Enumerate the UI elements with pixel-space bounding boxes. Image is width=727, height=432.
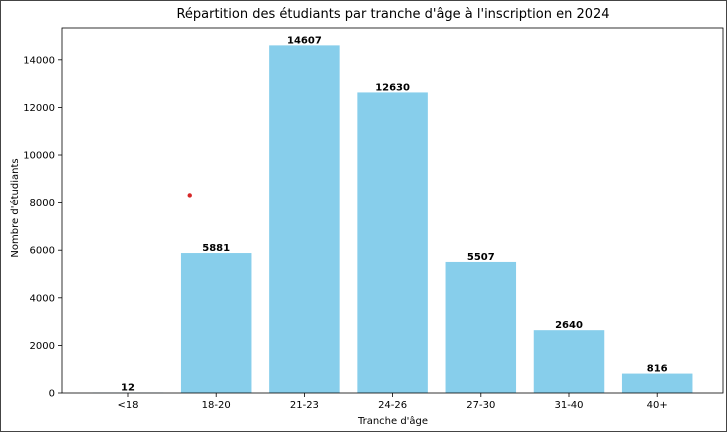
y-tick-label: 4000: [30, 293, 55, 304]
y-tick-label: 12000: [23, 103, 55, 114]
bar: [621, 373, 693, 393]
y-tick-label: 10000: [23, 151, 55, 162]
x-axis-label: Tranche d'âge: [357, 415, 428, 427]
red-marker-point: [187, 193, 192, 198]
bar-value-label: 14607: [287, 35, 322, 46]
bar-value-label: 5881: [202, 243, 230, 254]
x-tick-label: 21-23: [290, 400, 319, 411]
markers-group: [187, 193, 192, 198]
bar-value-label: 12: [121, 383, 135, 394]
y-axis-label: Nombre d'étudiants: [9, 158, 21, 257]
y-axis-ticks: 0 2000 4000 6000 8000 10000 12000 14000: [23, 55, 62, 400]
x-tick-label: 24-26: [378, 400, 407, 411]
x-tick-label: 18-20: [202, 400, 231, 411]
y-tick-label: 0: [49, 389, 55, 400]
bar: [269, 45, 340, 394]
bar: [533, 330, 605, 393]
bars-group: [92, 45, 693, 394]
x-tick-label: 31-40: [554, 400, 583, 411]
bar: [445, 261, 517, 393]
bar-value-label: 12630: [375, 82, 410, 93]
bar: [180, 253, 252, 393]
x-tick-label: 27-30: [466, 400, 495, 411]
x-tick-label: <18: [117, 400, 138, 411]
bar: [357, 92, 428, 393]
y-tick-label: 6000: [30, 246, 55, 257]
chart-title: Répartition des étudiants par tranche d'…: [176, 7, 609, 22]
y-tick-label: 14000: [23, 55, 55, 66]
plot-area-border: [61, 27, 724, 394]
x-axis-ticks: <18 18-20 21-23 24-26 27-30 31-40 40+: [117, 393, 668, 411]
bar-value-label: 816: [647, 364, 668, 375]
bar-data-labels: 12 5881 14607 12630 5507 2640 816: [121, 35, 668, 393]
y-tick-label: 2000: [30, 341, 55, 352]
bar-value-label: 5507: [467, 252, 495, 263]
x-tick-label: 40+: [647, 400, 668, 411]
y-tick-label: 8000: [30, 198, 55, 209]
bar-value-label: 2640: [555, 320, 583, 331]
